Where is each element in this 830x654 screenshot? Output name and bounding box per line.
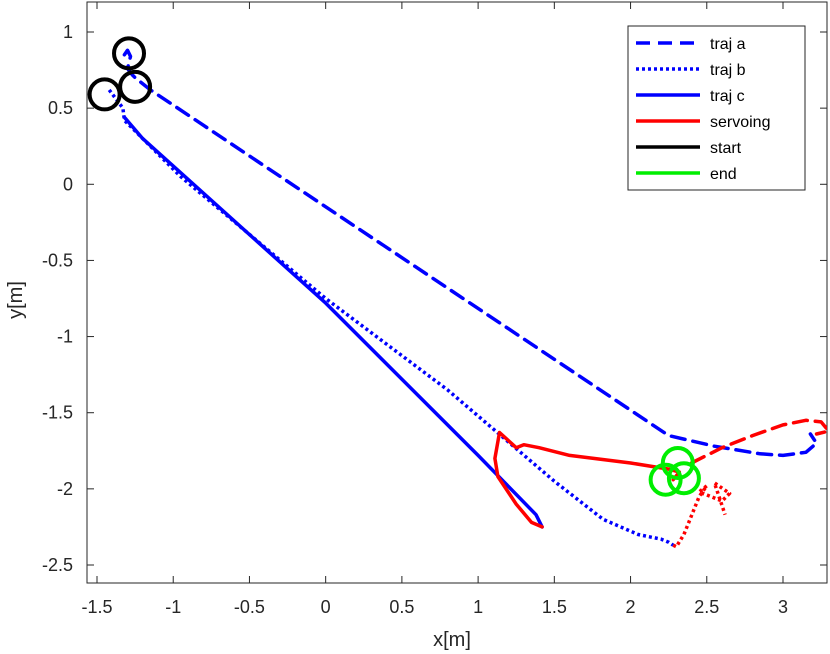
x-tick-label: -1	[165, 597, 181, 617]
series-line-traj-c-2	[122, 115, 544, 529]
y-tick-label: 0	[63, 174, 73, 194]
y-axis-label: y[m]	[5, 281, 27, 319]
x-tick-label: 2.5	[694, 597, 719, 617]
legend-label-servoing: servoing	[710, 114, 770, 131]
x-tick-label: 1	[473, 597, 483, 617]
legend-label-start: start	[710, 140, 742, 157]
start-marker-1	[87, 77, 122, 112]
x-axis-label: x[m]	[433, 629, 471, 651]
y-tick-label: -0.5	[42, 250, 73, 270]
x-tick-label: 3	[778, 597, 788, 617]
legend-label-traj-a: traj a	[710, 36, 746, 53]
x-tick-label: -0.5	[234, 597, 265, 617]
series-line-servoing-5	[672, 481, 732, 549]
y-tick-label: -1.5	[42, 403, 73, 423]
legend: traj a traj b traj c servoing start end	[627, 25, 806, 191]
legend-label-end: end	[710, 166, 737, 183]
end-marker-1	[648, 462, 683, 497]
y-tick-label: 1	[63, 22, 73, 42]
x-tick-label: 0	[321, 597, 331, 617]
series-line-servoing-4	[689, 418, 827, 465]
y-tick-label: 0.5	[48, 98, 73, 118]
y-tick-label: -1	[57, 327, 73, 347]
start-marker-2	[118, 69, 153, 104]
y-tick-label: -2	[57, 479, 73, 499]
x-tick-label: 2	[626, 597, 636, 617]
x-tick-label: -1.5	[81, 597, 112, 617]
y-tick-label: -2.5	[42, 555, 73, 575]
legend-box	[627, 25, 806, 191]
legend-label-traj-c: traj c	[710, 88, 745, 105]
legend-label-traj-b: traj b	[710, 62, 746, 79]
series-line-traj-b-1	[107, 88, 675, 547]
x-tick-label: 0.5	[389, 597, 414, 617]
x-tick-label: 1.5	[542, 597, 567, 617]
start-marker-0	[112, 36, 147, 71]
end-marker-2	[666, 461, 701, 496]
